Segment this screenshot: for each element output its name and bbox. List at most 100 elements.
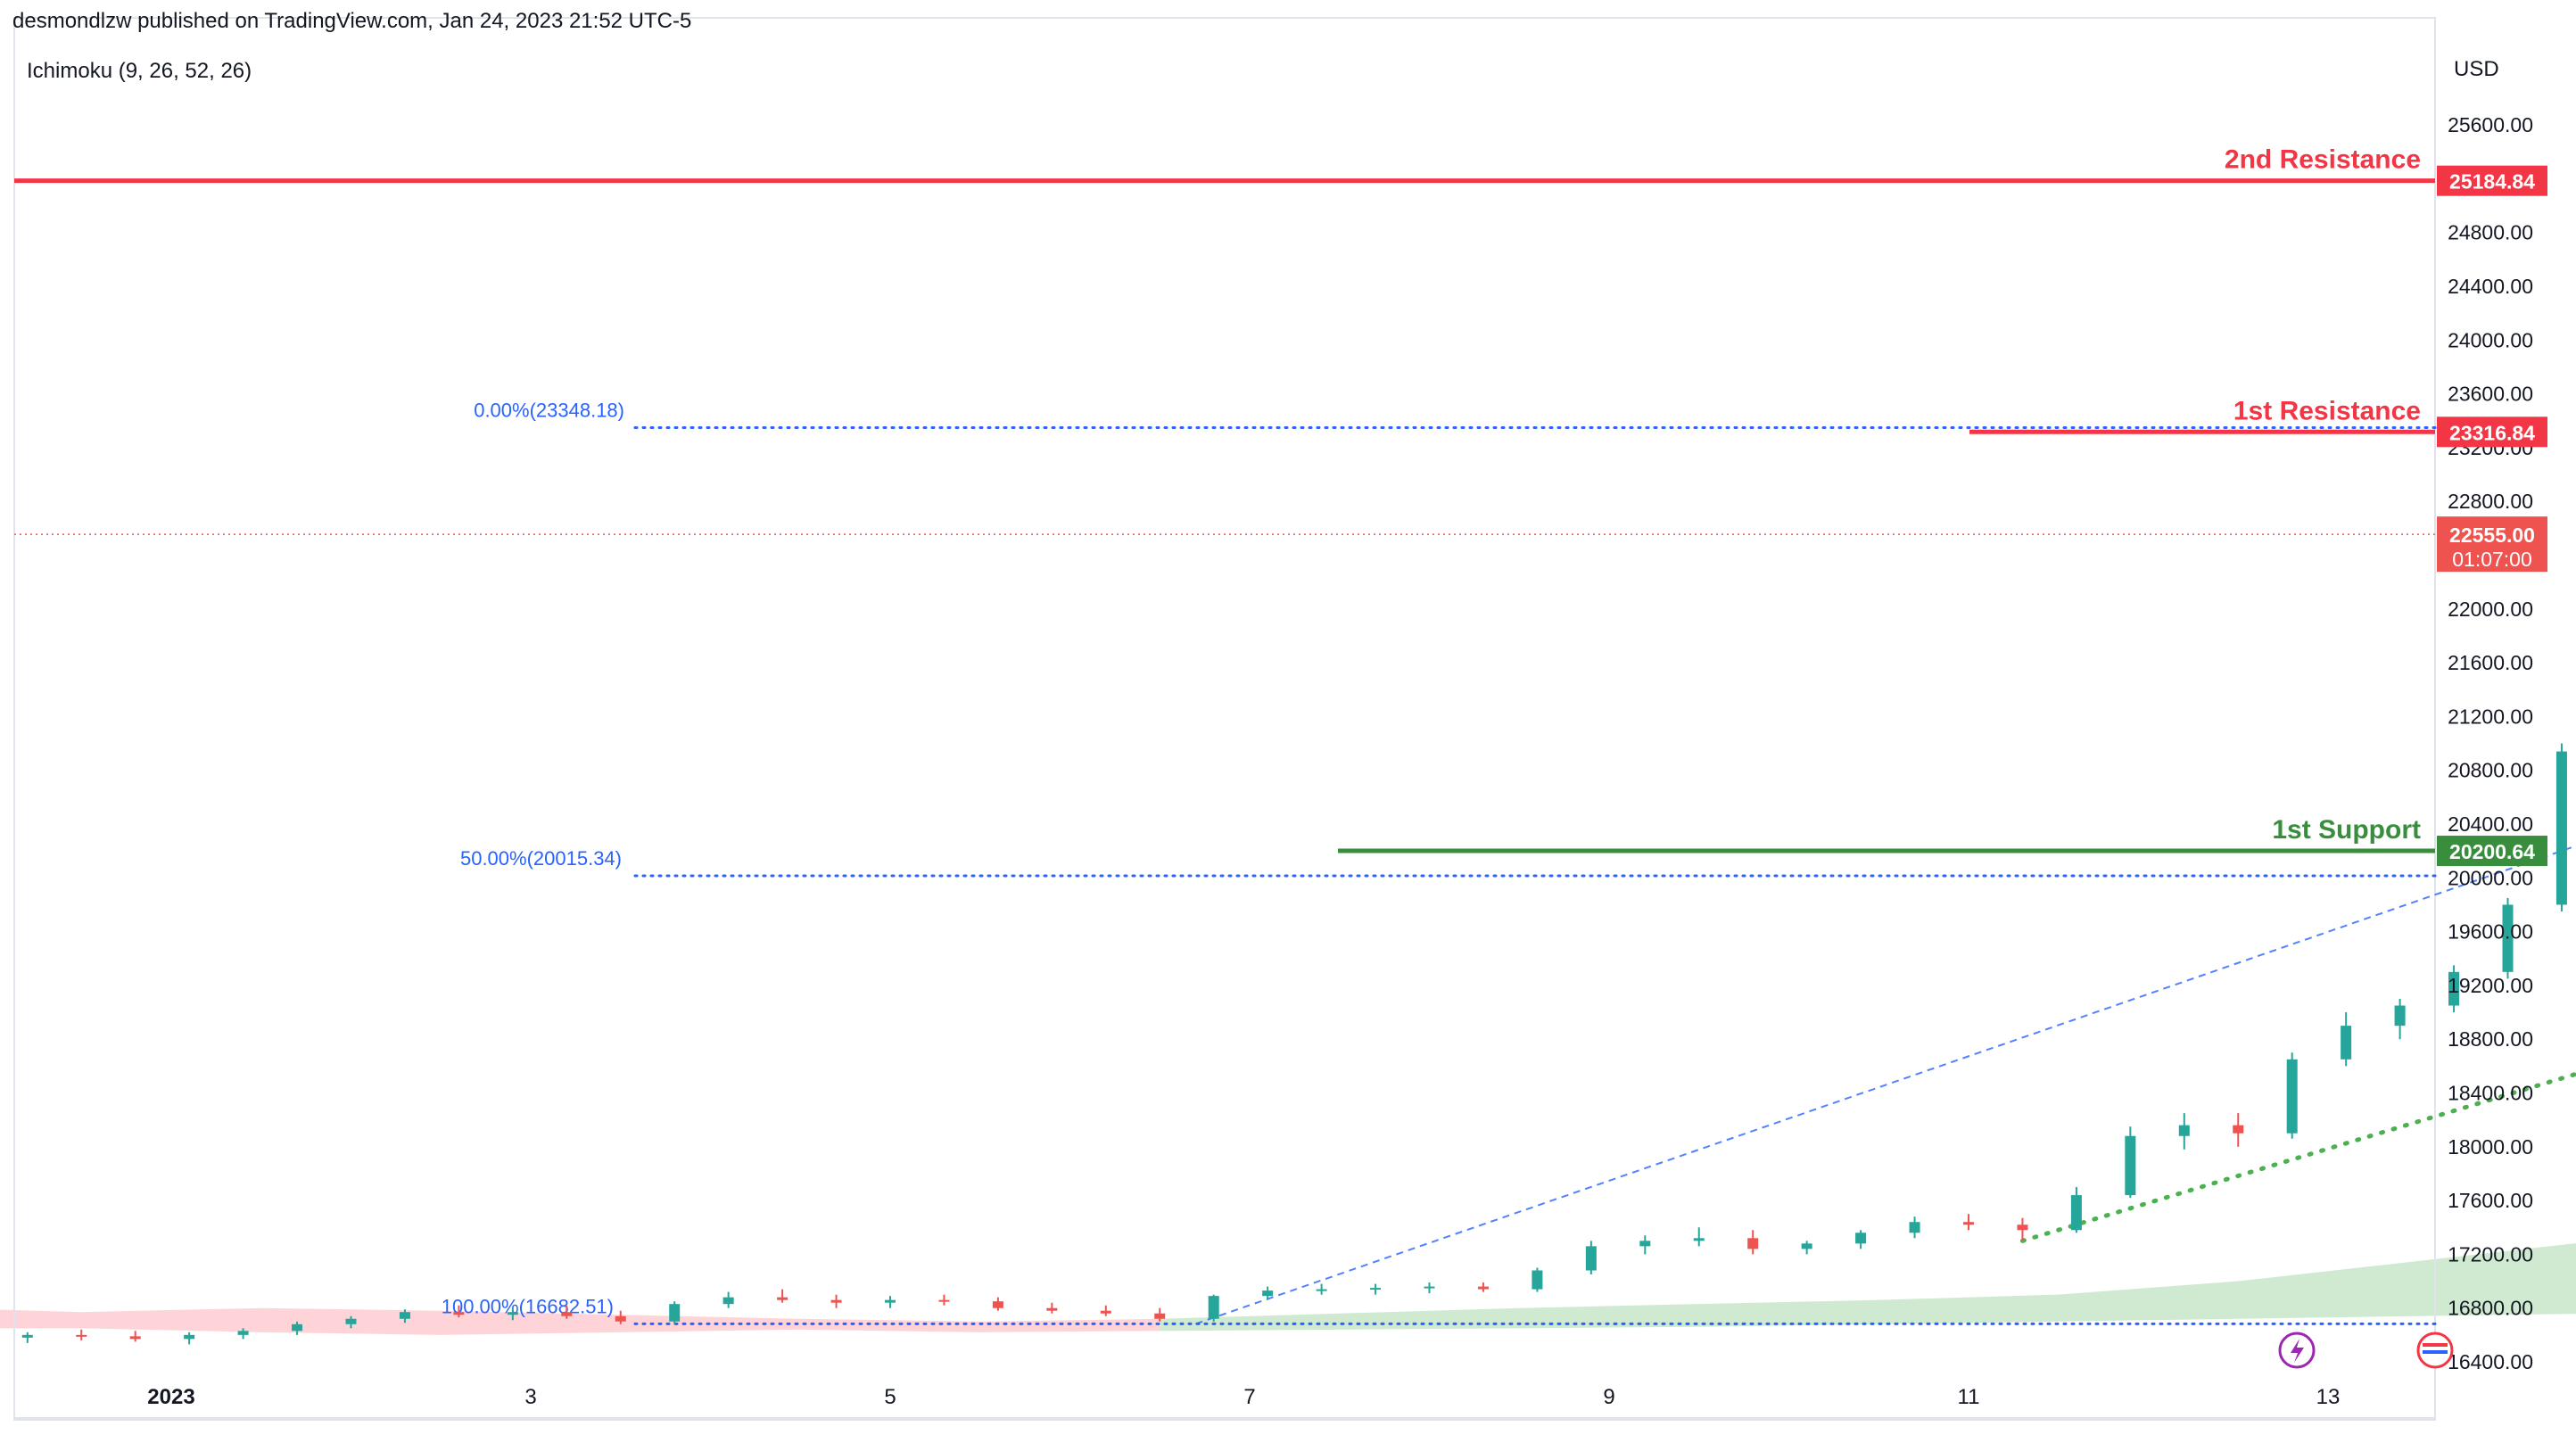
candle-body: [561, 1312, 573, 1316]
price-badge[interactable]: 25184.84: [2437, 165, 2547, 196]
candle-body: [2286, 1059, 2298, 1134]
candle-body: [1747, 1238, 1759, 1249]
candle-body: [722, 1297, 734, 1305]
price-tick-label: 19200.00: [2448, 974, 2533, 997]
candle-body: [1154, 1313, 1166, 1319]
flag-icon-stripe: [2423, 1343, 2448, 1347]
price-badge[interactable]: 20200.64: [2437, 836, 2547, 867]
price-badge-bg: [2437, 416, 2547, 448]
candle-body: [2070, 1195, 2082, 1231]
price-tick-label: 17600.00: [2448, 1189, 2533, 1212]
last-price-label: 22555.00: [2449, 524, 2535, 547]
lightning-icon-bolt: [2291, 1339, 2304, 1363]
fibonacci-retracement[interactable]: 0.00%(23348.18) 50.00%(20015.34) 100.00%(1…: [442, 400, 2576, 1325]
time-tick-label: 9: [1603, 1385, 1614, 1409]
candle-body: [1100, 1310, 1111, 1314]
price-tick-label: 20000.00: [2448, 866, 2533, 889]
candle-body: [2394, 1005, 2406, 1027]
price-tick-label: 20400.00: [2448, 812, 2533, 836]
price-badge-label: 20200.64: [2449, 840, 2535, 863]
candle-body: [1693, 1238, 1705, 1241]
price-tick-label: 17200.00: [2448, 1242, 2533, 1266]
candle-body: [1208, 1296, 1219, 1319]
candle-body: [292, 1323, 303, 1332]
lightning-icon[interactable]: [2278, 1332, 2316, 1369]
indicator-label[interactable]: Ichimoku (9, 26, 52, 26): [27, 59, 252, 83]
level-name: 1st Support: [2272, 815, 2421, 845]
candle-body: [1909, 1222, 1920, 1233]
price-tick-label: 18800.00: [2448, 1027, 2533, 1051]
fib-level-label: 0.00%(23348.18): [474, 400, 624, 422]
candle-body: [2341, 1026, 2352, 1060]
fib-level-label: 100.00%(16682.51): [442, 1295, 614, 1317]
time-tick-label: 7: [1243, 1385, 1255, 1409]
candle-body: [2178, 1125, 2190, 1136]
price-badge-label: 25184.84: [2449, 170, 2535, 194]
candle-body: [1046, 1307, 1058, 1311]
published-line: desmondlzw published on TradingView.com,…: [12, 9, 692, 33]
price-axis[interactable]: 16400.00 16800.00 17200.00 17600.00 18000.00…: [2437, 113, 2547, 1373]
candle-body: [885, 1299, 896, 1303]
candle-body: [992, 1301, 1003, 1308]
level-name: 1st Resistance: [2233, 396, 2421, 425]
candle-body: [1585, 1246, 1597, 1271]
candle-body: [2125, 1135, 2136, 1196]
candle-body: [1639, 1241, 1651, 1247]
candle-body: [1801, 1243, 1812, 1249]
time-tick-label: 2023: [147, 1385, 194, 1409]
candle-body: [938, 1299, 950, 1302]
ichimoku-cloud: [0, 1243, 2576, 1335]
candle-body: [399, 1312, 410, 1319]
price-badge-bg: [2437, 165, 2547, 196]
cloud-segment: [0, 1307, 1160, 1335]
candle-body: [76, 1334, 87, 1337]
price-tick-label: 22800.00: [2448, 490, 2533, 513]
chart-icons[interactable]: [2278, 1332, 2454, 1369]
candle-body: [2017, 1224, 2028, 1231]
price-tick-label: 23600.00: [2448, 383, 2533, 406]
price-badge-label: 23316.84: [2449, 421, 2535, 444]
last-price-badge-bg: [2437, 516, 2547, 573]
cloud-segment: [1160, 1243, 2576, 1332]
price-badge[interactable]: 23316.84: [2437, 416, 2547, 448]
candle-body: [1262, 1290, 1274, 1297]
candle-body: [2502, 904, 2514, 972]
candle-body: [129, 1336, 141, 1340]
candle-body: [777, 1297, 788, 1300]
candle-body: [237, 1331, 249, 1335]
candle-body: [669, 1304, 681, 1322]
price-tick-label: 16400.00: [2448, 1350, 2533, 1373]
candle-body: [453, 1312, 465, 1315]
price-tick-label: 21600.00: [2448, 651, 2533, 674]
candle-body: [1963, 1222, 1974, 1225]
candle-body: [615, 1315, 626, 1322]
time-tick-label: 13: [2316, 1385, 2341, 1409]
flag-icon[interactable]: [2416, 1332, 2454, 1369]
time-tick-label: 11: [1958, 1385, 1980, 1409]
candle-body: [184, 1334, 195, 1340]
time-tick-label: 3: [524, 1385, 536, 1409]
time-axis[interactable]: 2023357911131618202325: [14, 1385, 2576, 1419]
fib-diagonal[interactable]: [1195, 428, 2576, 1325]
candle-body: [1477, 1286, 1489, 1290]
candle-body: [2233, 1125, 2244, 1134]
price-tick-label: 24800.00: [2448, 221, 2533, 244]
price-tick-label: 24400.00: [2448, 275, 2533, 298]
price-tick-label: 21200.00: [2448, 705, 2533, 728]
candle-body: [1532, 1270, 1543, 1290]
candle-body: [830, 1299, 842, 1303]
chart-frame: [13, 17, 2436, 1421]
price-tick-label: 25600.00: [2448, 113, 2533, 136]
candle-body: [1370, 1288, 1382, 1290]
support-resistance-levels[interactable]: 2nd Resistance 1st Resistance 1st Support: [14, 145, 2435, 853]
flag-icon-stripe: [2423, 1350, 2448, 1354]
price-tick-label: 18000.00: [2448, 1135, 2533, 1159]
fib-level-label: 50.00%(20015.34): [460, 847, 622, 870]
currency-label: USD: [2454, 57, 2499, 81]
price-tick-label: 24000.00: [2448, 328, 2533, 351]
time-tick-label: 5: [884, 1385, 896, 1409]
countdown-label: 01:07:00: [2452, 548, 2532, 571]
candle-body: [2555, 751, 2567, 905]
